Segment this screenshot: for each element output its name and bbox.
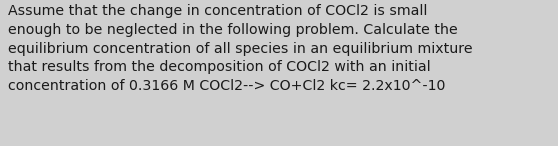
Text: Assume that the change in concentration of COCl2 is small
enough to be neglected: Assume that the change in concentration … [8, 4, 473, 93]
